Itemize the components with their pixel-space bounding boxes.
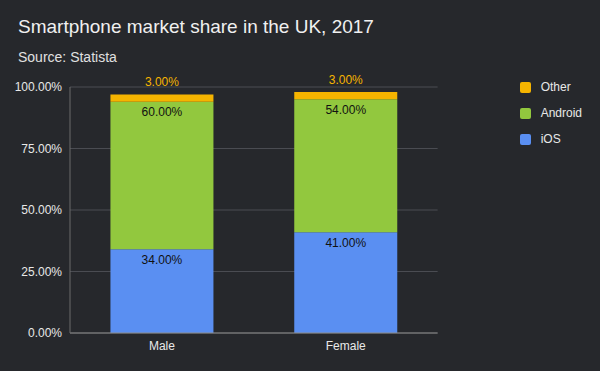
svg-text:41.00%: 41.00% [325,236,366,250]
svg-text:100.00%: 100.00% [15,80,63,94]
svg-text:34.00%: 34.00% [142,253,183,267]
html-text:iOS: iOS [540,132,561,146]
html-text:Smartphone market share in the: Smartphone market share in the UK, 2017 [18,16,374,37]
svg-text:60.00%: 60.00% [142,105,183,119]
svg-text:75.00%: 75.00% [21,142,62,156]
html-text:Source: Statista: Source: Statista [18,49,117,65]
svg-text:3.00%: 3.00% [329,73,363,87]
html-text:Other: Other [540,80,571,94]
svg-text:0.00%: 0.00% [28,326,62,340]
svg-text:25.00%: 25.00% [21,265,62,279]
svg-text:3.00%: 3.00% [145,75,179,89]
svg-text:50.00%: 50.00% [21,203,62,217]
svg-text:Male: Male [149,339,175,353]
svg-text:54.00%: 54.00% [325,103,366,117]
html-text:Android: Android [540,106,582,120]
svg-text:Female: Female [326,339,366,353]
